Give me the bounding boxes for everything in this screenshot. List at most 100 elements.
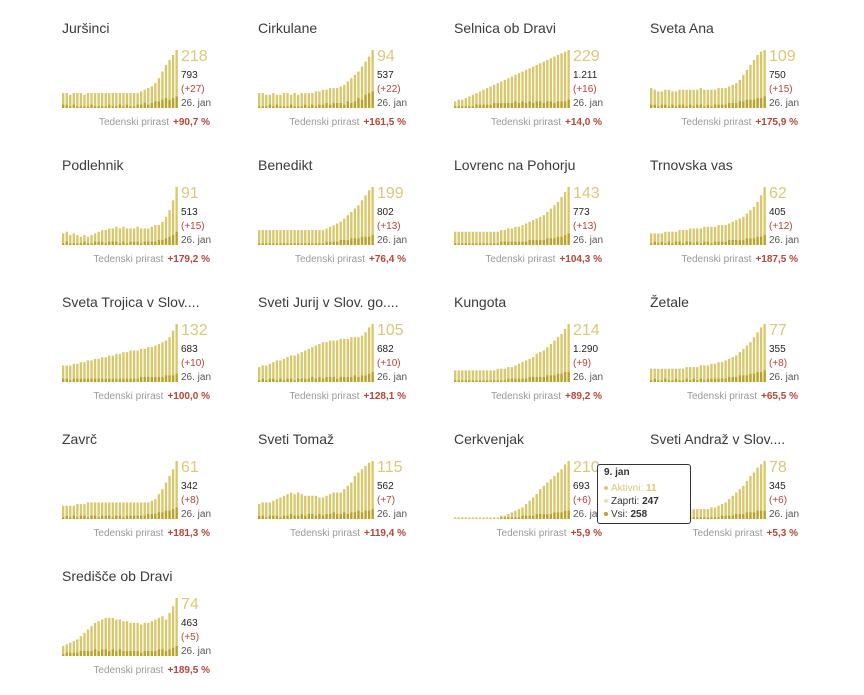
bar-active[interactable] [258, 243, 261, 245]
municipality-card[interactable]: Lovrenc na Pohorju 143 773 (+13) 26. jan Tede… [454, 151, 614, 276]
bar-all[interactable] [101, 230, 104, 245]
bar-active[interactable] [720, 241, 724, 245]
bar-all[interactable] [164, 340, 168, 382]
bar-active[interactable] [475, 380, 478, 382]
bar-active[interactable] [468, 106, 471, 108]
bar-active[interactable] [125, 378, 129, 382]
bar-all[interactable] [510, 367, 514, 382]
bar-active[interactable] [83, 106, 86, 108]
bar-all[interactable] [560, 469, 563, 519]
bar-all[interactable] [728, 223, 731, 245]
bar-active[interactable] [125, 104, 129, 108]
bar-all[interactable] [343, 218, 346, 245]
bar-active[interactable] [549, 101, 553, 108]
bar-all[interactable] [475, 93, 478, 108]
sparkline-bar-chart[interactable] [454, 50, 571, 108]
bar-all[interactable] [710, 226, 713, 245]
bar-active[interactable] [717, 378, 720, 382]
bar-active[interactable] [69, 106, 72, 108]
bar-active[interactable] [311, 514, 314, 519]
bar-all[interactable] [129, 350, 132, 382]
bar-active[interactable] [97, 517, 100, 519]
bar-all[interactable] [175, 187, 178, 245]
bar-all[interactable] [275, 499, 279, 519]
bar-all[interactable] [713, 507, 717, 519]
bar-all[interactable] [759, 51, 763, 108]
bar-all[interactable] [461, 99, 464, 108]
bar-active[interactable] [132, 651, 136, 656]
bar-all[interactable] [756, 332, 759, 382]
bar-active[interactable] [118, 104, 122, 108]
bar-all[interactable] [514, 74, 517, 108]
bar-active[interactable] [154, 651, 157, 656]
bar-active[interactable] [111, 378, 114, 382]
bar-all[interactable] [510, 228, 514, 245]
bar-all[interactable] [65, 93, 68, 108]
bar-active[interactable] [728, 377, 731, 382]
bar-active[interactable] [703, 380, 706, 382]
bar-all[interactable] [164, 64, 168, 108]
bar-active[interactable] [678, 241, 681, 245]
bar-all[interactable] [517, 363, 521, 382]
bar-all[interactable] [297, 94, 300, 108]
bar-active[interactable] [482, 243, 485, 245]
bar-all[interactable] [97, 93, 100, 108]
sparkline-bar-chart[interactable] [650, 50, 767, 108]
bar-all[interactable] [115, 226, 118, 245]
bar-active[interactable] [136, 241, 139, 245]
bar-all[interactable] [140, 91, 143, 108]
bar-all[interactable] [517, 73, 521, 108]
bar-all[interactable] [336, 223, 339, 245]
bar-active[interactable] [738, 375, 741, 382]
bar-active[interactable] [454, 106, 457, 108]
bar-all[interactable] [692, 509, 695, 519]
bar-all[interactable] [667, 231, 671, 245]
bar-active[interactable] [745, 99, 749, 108]
bar-all[interactable] [542, 350, 545, 382]
bar-all[interactable] [69, 235, 72, 245]
bar-all[interactable] [132, 622, 136, 656]
bar-all[interactable] [304, 93, 307, 108]
bar-all[interactable] [371, 461, 374, 519]
bar-active[interactable] [731, 240, 734, 245]
bar-active[interactable] [129, 241, 132, 245]
bar-active[interactable] [261, 515, 264, 519]
bar-active[interactable] [717, 241, 720, 245]
bar-active[interactable] [717, 104, 720, 108]
bar-active[interactable] [268, 378, 271, 382]
bar-all[interactable] [72, 93, 75, 108]
bar-all[interactable] [261, 230, 264, 245]
bar-all[interactable] [336, 340, 339, 382]
bar-all[interactable] [713, 363, 717, 382]
bar-all[interactable] [482, 231, 485, 245]
sparkline-bar-chart[interactable] [650, 461, 767, 519]
bar-active[interactable] [325, 241, 328, 245]
bar-active[interactable] [150, 377, 153, 382]
bar-all[interactable] [90, 360, 93, 382]
bar-active[interactable] [90, 378, 93, 382]
bar-all[interactable] [97, 358, 100, 382]
bar-all[interactable] [79, 636, 83, 656]
bar-all[interactable] [83, 362, 86, 382]
bar-all[interactable] [489, 86, 492, 108]
bar-all[interactable] [706, 509, 710, 519]
bar-active[interactable] [307, 243, 310, 245]
sparkline-bar-chart[interactable] [454, 324, 571, 382]
bar-active[interactable] [500, 380, 503, 382]
bar-active[interactable] [681, 243, 685, 245]
bar-active[interactable] [703, 517, 706, 519]
bar-active[interactable] [728, 103, 731, 108]
bar-all[interactable] [664, 368, 667, 382]
bar-all[interactable] [104, 502, 107, 519]
bar-all[interactable] [154, 345, 157, 382]
bar-active[interactable] [90, 651, 93, 656]
bar-all[interactable] [461, 517, 464, 519]
bar-active[interactable] [735, 514, 738, 519]
bar-all[interactable] [272, 362, 275, 382]
bar-active[interactable] [353, 512, 357, 519]
bar-all[interactable] [265, 365, 268, 382]
bar-all[interactable] [111, 228, 114, 245]
bar-active[interactable] [168, 236, 171, 245]
bar-all[interactable] [745, 480, 749, 519]
bar-active[interactable] [553, 103, 556, 108]
